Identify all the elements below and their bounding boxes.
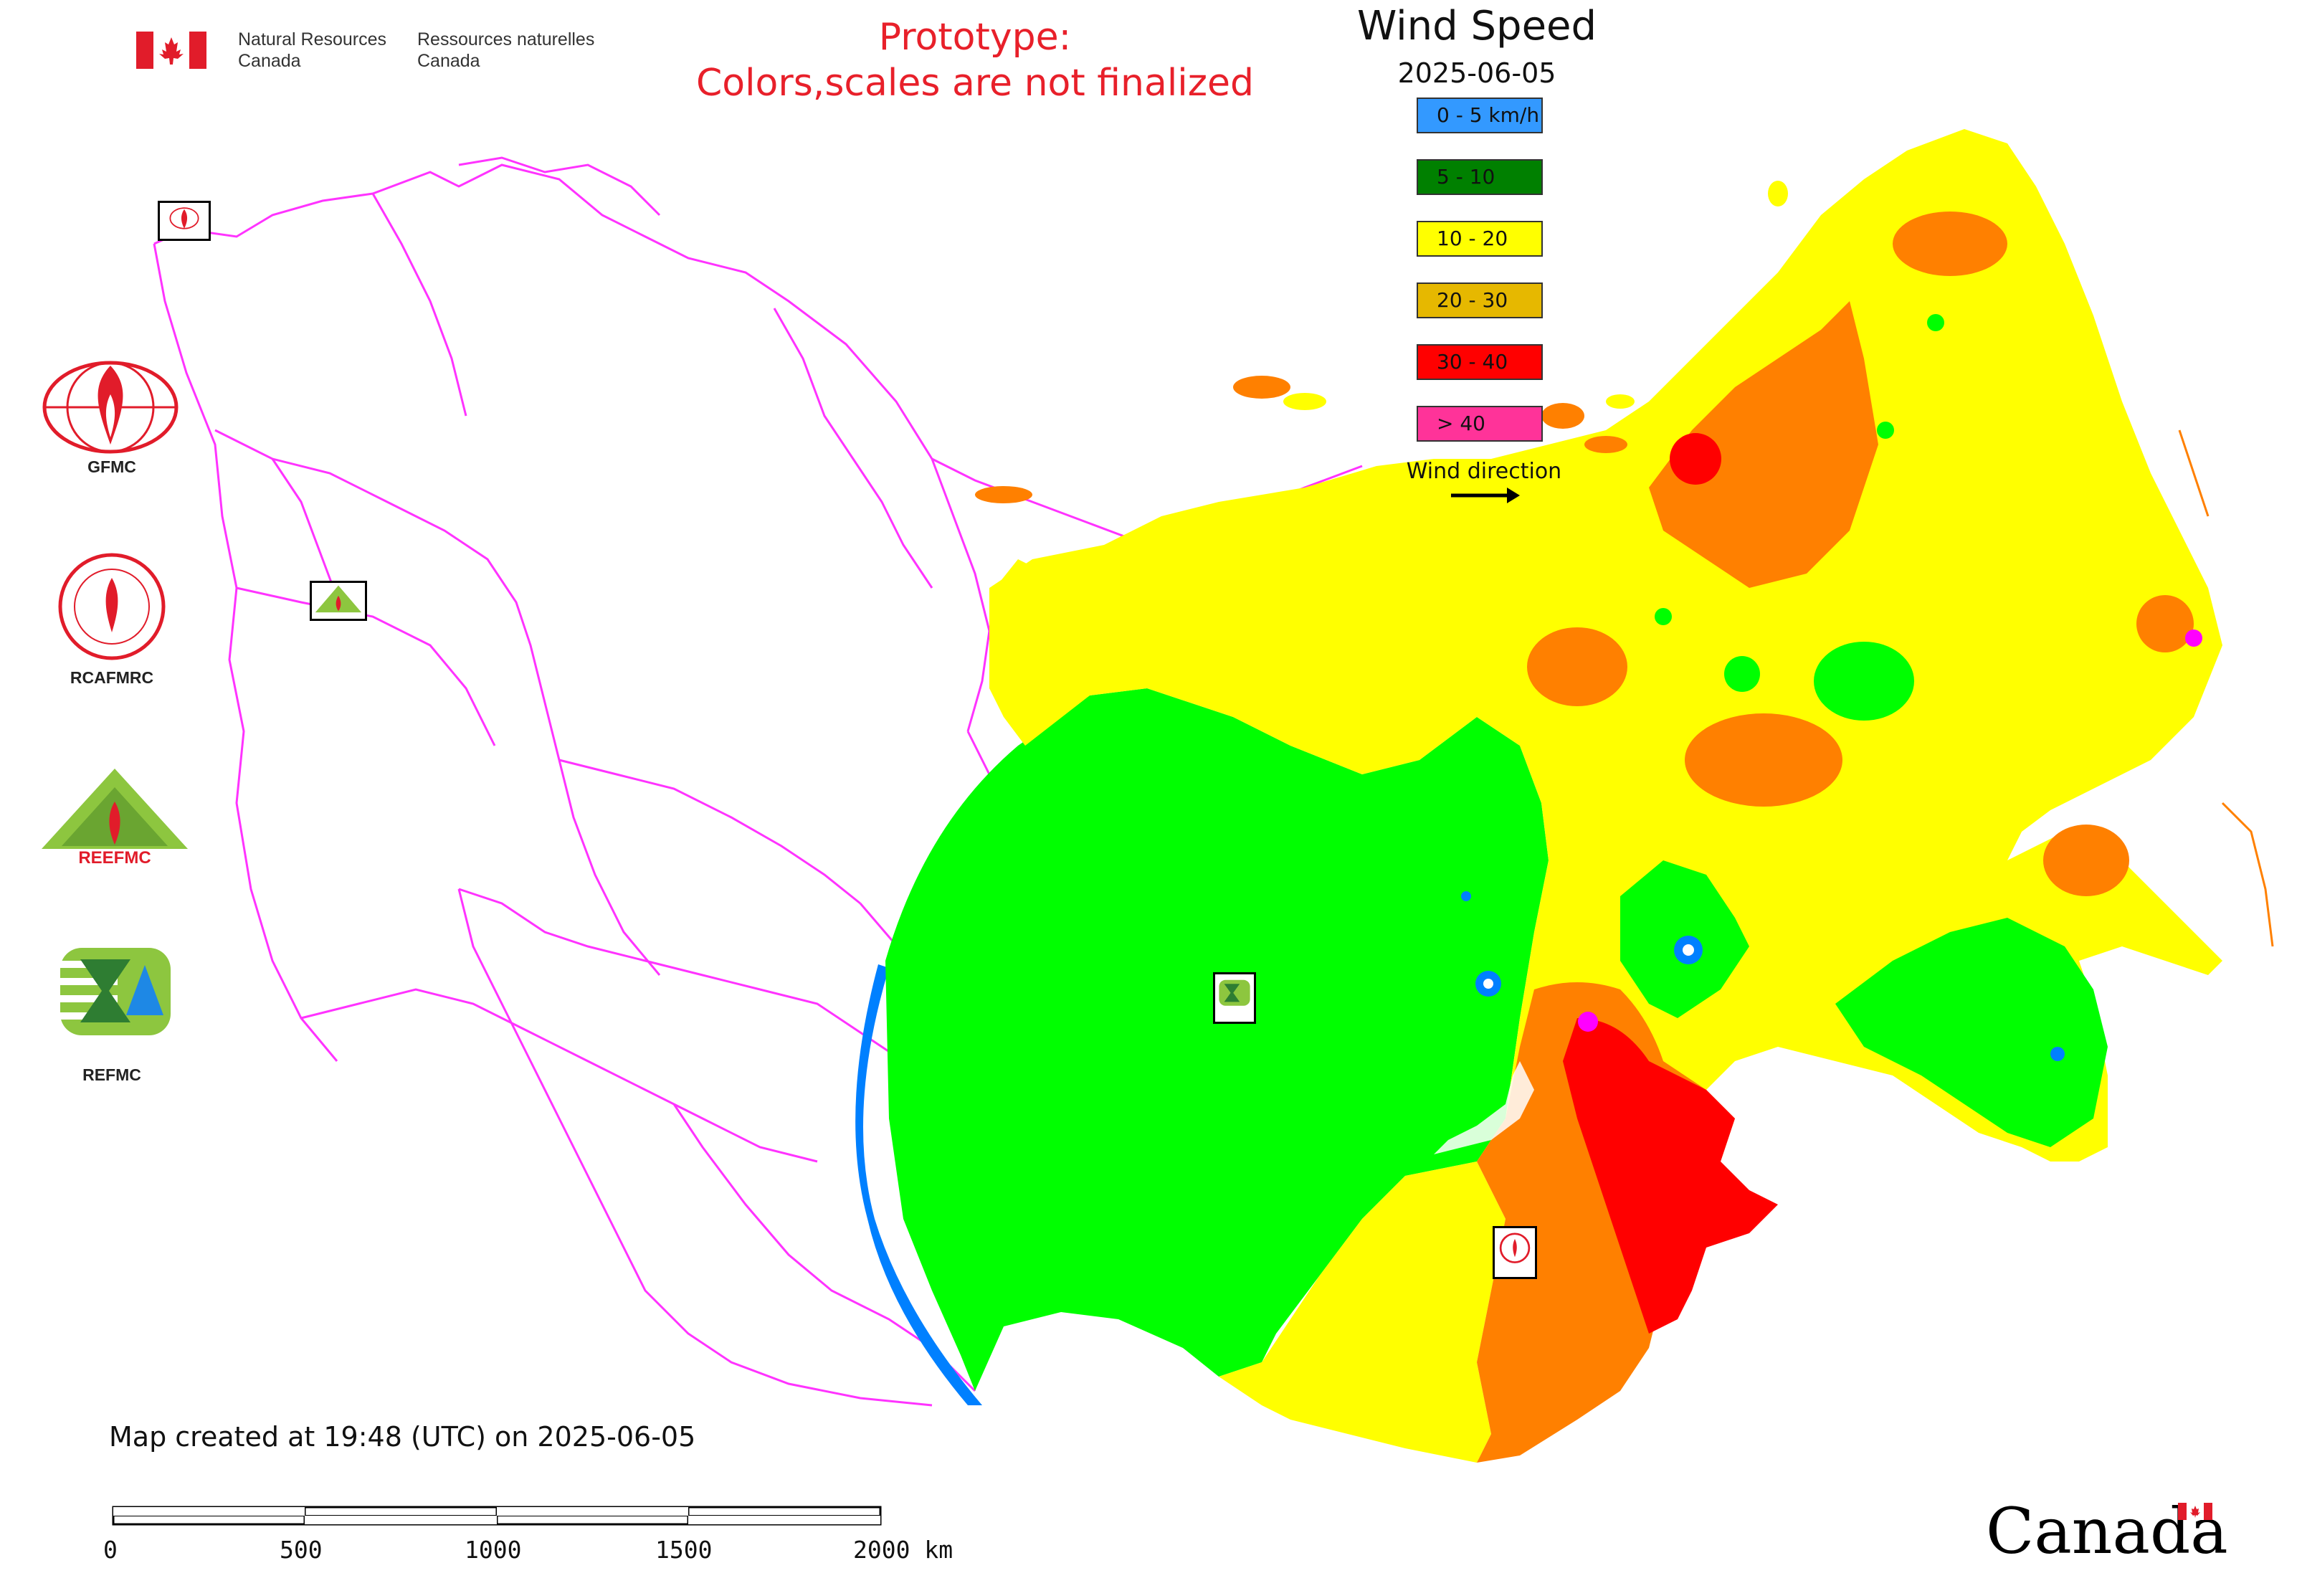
gfmc-logo bbox=[42, 361, 179, 454]
gfmc-map-marker-icon bbox=[158, 201, 211, 241]
gov-name-en-line1: Natural Resources bbox=[238, 29, 387, 49]
magenta-spot-east bbox=[2185, 630, 2202, 647]
wordmark-flag-icon bbox=[2178, 1503, 2212, 1520]
rcafmrc-map-marker-icon bbox=[1493, 1226, 1537, 1279]
map-caption: Map created at 19:48 (UTC) on 2025-06-05 bbox=[109, 1421, 696, 1453]
gov-name-fr-line2: Canada bbox=[417, 51, 480, 71]
yellow-wind-zone-south bbox=[1219, 1162, 1506, 1463]
scale-bar bbox=[112, 1506, 882, 1526]
blue-spot-2-center bbox=[1683, 944, 1694, 956]
lake-baikal bbox=[1434, 1061, 1534, 1154]
red-wind-zone bbox=[1563, 1018, 1778, 1334]
orange-blob-4 bbox=[2136, 595, 2194, 652]
northern-islands bbox=[975, 376, 1627, 503]
orange-blob-5 bbox=[2043, 825, 2129, 896]
scale-tick-500: 500 bbox=[280, 1536, 323, 1564]
refmc-map-marker-icon bbox=[1213, 972, 1256, 1024]
blue-spot-1-center bbox=[1483, 979, 1493, 989]
gov-name-fr: Ressources naturelles Canada bbox=[417, 29, 594, 72]
gfmc-label: GFMC bbox=[87, 457, 136, 476]
wind-direction-arrow-icon bbox=[1451, 488, 1520, 503]
green-wind-zone bbox=[885, 688, 1549, 1391]
orange-blob-1 bbox=[1527, 627, 1627, 706]
legend-item: 10 - 20 bbox=[1417, 221, 1543, 257]
scale-tick-2000: 2000 km bbox=[853, 1536, 953, 1564]
blue-spot-4 bbox=[2050, 1047, 2065, 1061]
legend-item: 30 - 40 bbox=[1417, 344, 1543, 380]
orange-wind-zone-ne bbox=[1649, 301, 1878, 588]
magenta-spot bbox=[1578, 1012, 1598, 1032]
scale-tick-1500: 1500 bbox=[655, 1536, 713, 1564]
gov-name-en: Natural Resources Canada bbox=[238, 29, 386, 72]
orange-blob-2 bbox=[1685, 713, 1842, 807]
refmc-label: REFMC bbox=[82, 1065, 141, 1084]
green-dot-4 bbox=[1927, 314, 1944, 331]
reefmc-map-marker-icon bbox=[310, 581, 367, 621]
rcafmrc-label: RCAFMRC bbox=[70, 668, 154, 687]
coastal-outline bbox=[2178, 429, 2274, 947]
wind-direction-label: Wind direction bbox=[1406, 459, 1562, 484]
prototype-notice-line1: Prototype: bbox=[878, 16, 1072, 59]
canada-flag-icon bbox=[136, 32, 206, 69]
orange-blob-3 bbox=[1893, 212, 2007, 276]
blue-wind-zone-west bbox=[855, 964, 982, 1405]
rcafmrc-logo bbox=[58, 553, 166, 660]
green-dot-2 bbox=[1655, 608, 1672, 625]
refmc-logo bbox=[60, 948, 171, 1035]
legend-item: > 40 bbox=[1417, 406, 1543, 442]
legend-item: 0 - 5 km/h bbox=[1417, 98, 1543, 133]
legend-item: 20 - 30 bbox=[1417, 282, 1543, 318]
legend-title: Wind Speed bbox=[1356, 3, 1597, 49]
gov-name-fr-line1: Ressources naturelles bbox=[417, 29, 595, 49]
reefmc-logo: REEFMC bbox=[42, 769, 188, 866]
prototype-notice: Prototype: Colors,scales are not finaliz… bbox=[645, 14, 1305, 106]
gov-header: Natural Resources Canada Ressources natu… bbox=[136, 26, 609, 76]
legend-item: 5 - 10 bbox=[1417, 159, 1543, 195]
green-dot-3 bbox=[1877, 422, 1894, 439]
green-blob-east bbox=[1814, 642, 1914, 721]
red-spot-ne bbox=[1670, 433, 1721, 485]
green-wind-zone-se bbox=[1835, 918, 2108, 1147]
legend-date: 2025-06-05 bbox=[1397, 57, 1556, 89]
svg-text:REEFMC: REEFMC bbox=[78, 848, 151, 866]
prototype-notice-line2: Colors,scales are not finalized bbox=[695, 62, 1255, 105]
northern-islands-yellow bbox=[989, 181, 1788, 717]
canada-wordmark: Canada bbox=[1986, 1491, 2230, 1570]
gov-name-en-line2: Canada bbox=[238, 51, 301, 71]
green-dot-1 bbox=[1724, 656, 1760, 692]
blue-spot-3 bbox=[1461, 891, 1471, 901]
scale-tick-1000: 1000 bbox=[465, 1536, 522, 1564]
scale-tick-0: 0 bbox=[103, 1536, 118, 1564]
